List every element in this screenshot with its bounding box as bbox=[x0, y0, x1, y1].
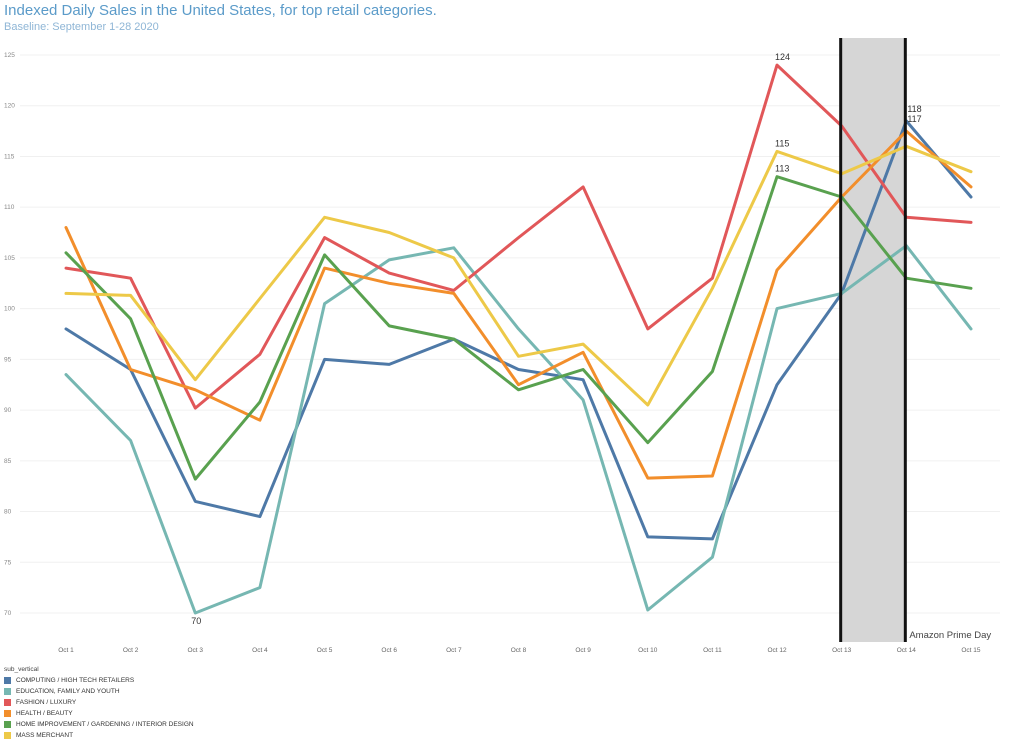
data-label: 124 bbox=[775, 52, 790, 62]
series-line bbox=[64, 175, 973, 481]
legend-label: HEALTH / BEAUTY bbox=[16, 710, 73, 717]
x-tick-label: Oct 6 bbox=[381, 647, 397, 654]
x-tick-label: Oct 11 bbox=[703, 647, 722, 654]
prime-day-label: Amazon Prime Day bbox=[909, 630, 991, 641]
y-tick-label: 85 bbox=[4, 458, 12, 465]
chart-subtitle: Baseline: September 1-28 2020 bbox=[4, 21, 159, 33]
y-tick-label: 120 bbox=[4, 103, 15, 110]
legend-item: EDUCATION, FAMILY AND YOUTH bbox=[4, 686, 194, 697]
x-tick-label: Oct 15 bbox=[961, 647, 981, 654]
y-tick-label: 70 bbox=[4, 610, 12, 617]
data-label: 115 bbox=[775, 138, 789, 148]
legend-item: FASHION / LUXURY bbox=[4, 697, 194, 708]
x-tick-label: Oct 7 bbox=[446, 647, 462, 654]
legend-swatch bbox=[4, 710, 11, 717]
y-tick-label: 80 bbox=[4, 509, 12, 516]
legend-item: HOME IMPROVEMENT / GARDENING / INTERIOR … bbox=[4, 719, 194, 730]
legend-label: MASS MERCHANT bbox=[16, 732, 74, 739]
legend-label: COMPUTING / HIGH TECH RETAILERS bbox=[16, 677, 135, 684]
series-line bbox=[64, 63, 973, 410]
y-tick-label: 75 bbox=[4, 559, 12, 566]
x-tick-label: Oct 4 bbox=[252, 647, 268, 654]
y-tick-label: 90 bbox=[4, 407, 12, 414]
series-line bbox=[64, 119, 973, 541]
series-line bbox=[64, 144, 973, 407]
x-tick-label: Oct 13 bbox=[832, 647, 852, 654]
prime-day-band bbox=[840, 38, 906, 642]
line-chart: 70 75 80 85 90 95 100 105 110 115 120 125 Oct 1 Oct 2… bbox=[4, 38, 1000, 654]
legend: sub_vertical COMPUTING / HIGH TECH RETAI… bbox=[4, 666, 194, 741]
legend-item: HEALTH / BEAUTY bbox=[4, 708, 194, 719]
data-label: 118 bbox=[907, 104, 921, 114]
legend-swatch bbox=[4, 688, 11, 695]
legend-item: COMPUTING / HIGH TECH RETAILERS bbox=[4, 675, 194, 686]
series-line bbox=[64, 244, 973, 615]
y-tick-label: 125 bbox=[4, 52, 15, 59]
legend-item: MASS MERCHANT bbox=[4, 730, 194, 741]
series-line bbox=[64, 129, 973, 480]
x-tick-label: Oct 14 bbox=[897, 647, 917, 654]
legend-swatch bbox=[4, 677, 11, 684]
legend-label: HOME IMPROVEMENT / GARDENING / INTERIOR … bbox=[16, 721, 194, 728]
legend-swatch bbox=[4, 721, 11, 728]
y-tick-label: 115 bbox=[4, 153, 15, 160]
y-tick-label: 100 bbox=[4, 306, 15, 313]
data-label: 113 bbox=[775, 164, 789, 174]
legend-swatch bbox=[4, 699, 11, 706]
chart-title: Indexed Daily Sales in the United States… bbox=[4, 2, 437, 19]
y-tick-label: 95 bbox=[4, 356, 12, 363]
x-tick-label: Oct 10 bbox=[638, 647, 658, 654]
x-tick-label: Oct 1 bbox=[58, 647, 74, 654]
y-tick-label: 105 bbox=[4, 255, 15, 262]
legend-swatch bbox=[4, 732, 11, 739]
x-tick-label: Oct 12 bbox=[767, 647, 787, 654]
x-tick-label: Oct 2 bbox=[123, 647, 139, 654]
data-label: 117 bbox=[907, 114, 921, 124]
x-tick-label: Oct 3 bbox=[188, 647, 204, 654]
x-tick-label: Oct 5 bbox=[317, 647, 333, 654]
legend-label: FASHION / LUXURY bbox=[16, 699, 77, 706]
data-label: 70 bbox=[191, 616, 201, 626]
y-tick-label: 110 bbox=[4, 204, 15, 211]
x-tick-label: Oct 9 bbox=[575, 647, 591, 654]
legend-label: EDUCATION, FAMILY AND YOUTH bbox=[16, 688, 120, 695]
legend-title: sub_vertical bbox=[4, 666, 39, 673]
x-tick-label: Oct 8 bbox=[511, 647, 527, 654]
